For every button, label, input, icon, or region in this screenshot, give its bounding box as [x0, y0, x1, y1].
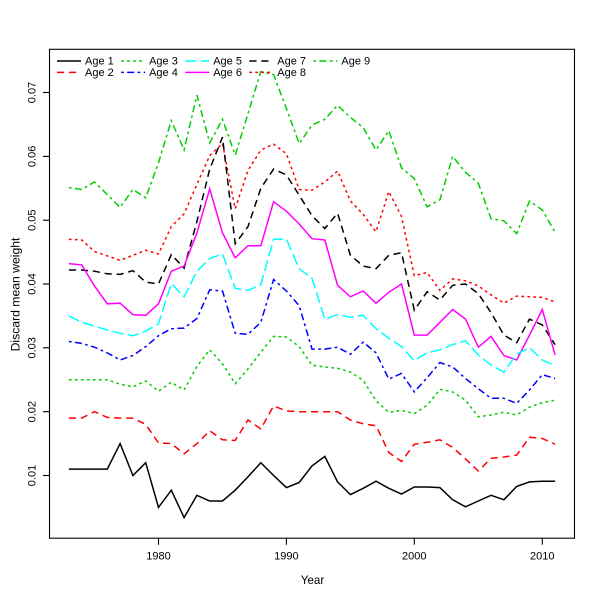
svg-text:Age 4: Age 4 [149, 67, 178, 79]
svg-text:Age 3: Age 3 [149, 56, 178, 68]
svg-text:Age 2: Age 2 [85, 67, 114, 79]
svg-text:0.03: 0.03 [27, 337, 39, 358]
svg-text:Age 5: Age 5 [213, 56, 242, 68]
svg-text:Age 7: Age 7 [277, 56, 306, 68]
svg-text:2000: 2000 [402, 551, 426, 563]
svg-text:0.01: 0.01 [27, 465, 39, 486]
svg-text:0.06: 0.06 [27, 146, 39, 167]
svg-text:0.07: 0.07 [27, 82, 39, 103]
svg-text:Year: Year [301, 574, 325, 587]
svg-text:Age 8: Age 8 [277, 67, 306, 79]
svg-text:2010: 2010 [530, 551, 554, 563]
svg-text:0.02: 0.02 [27, 401, 39, 422]
svg-text:Age 9: Age 9 [341, 56, 370, 68]
svg-text:Discard mean weight: Discard mean weight [9, 237, 23, 351]
svg-text:Age 6: Age 6 [213, 67, 242, 79]
svg-text:0.05: 0.05 [27, 209, 39, 230]
svg-text:1990: 1990 [274, 551, 298, 563]
svg-text:1980: 1980 [146, 551, 170, 563]
svg-text:Age 1: Age 1 [85, 56, 114, 68]
svg-text:0.04: 0.04 [27, 273, 39, 294]
